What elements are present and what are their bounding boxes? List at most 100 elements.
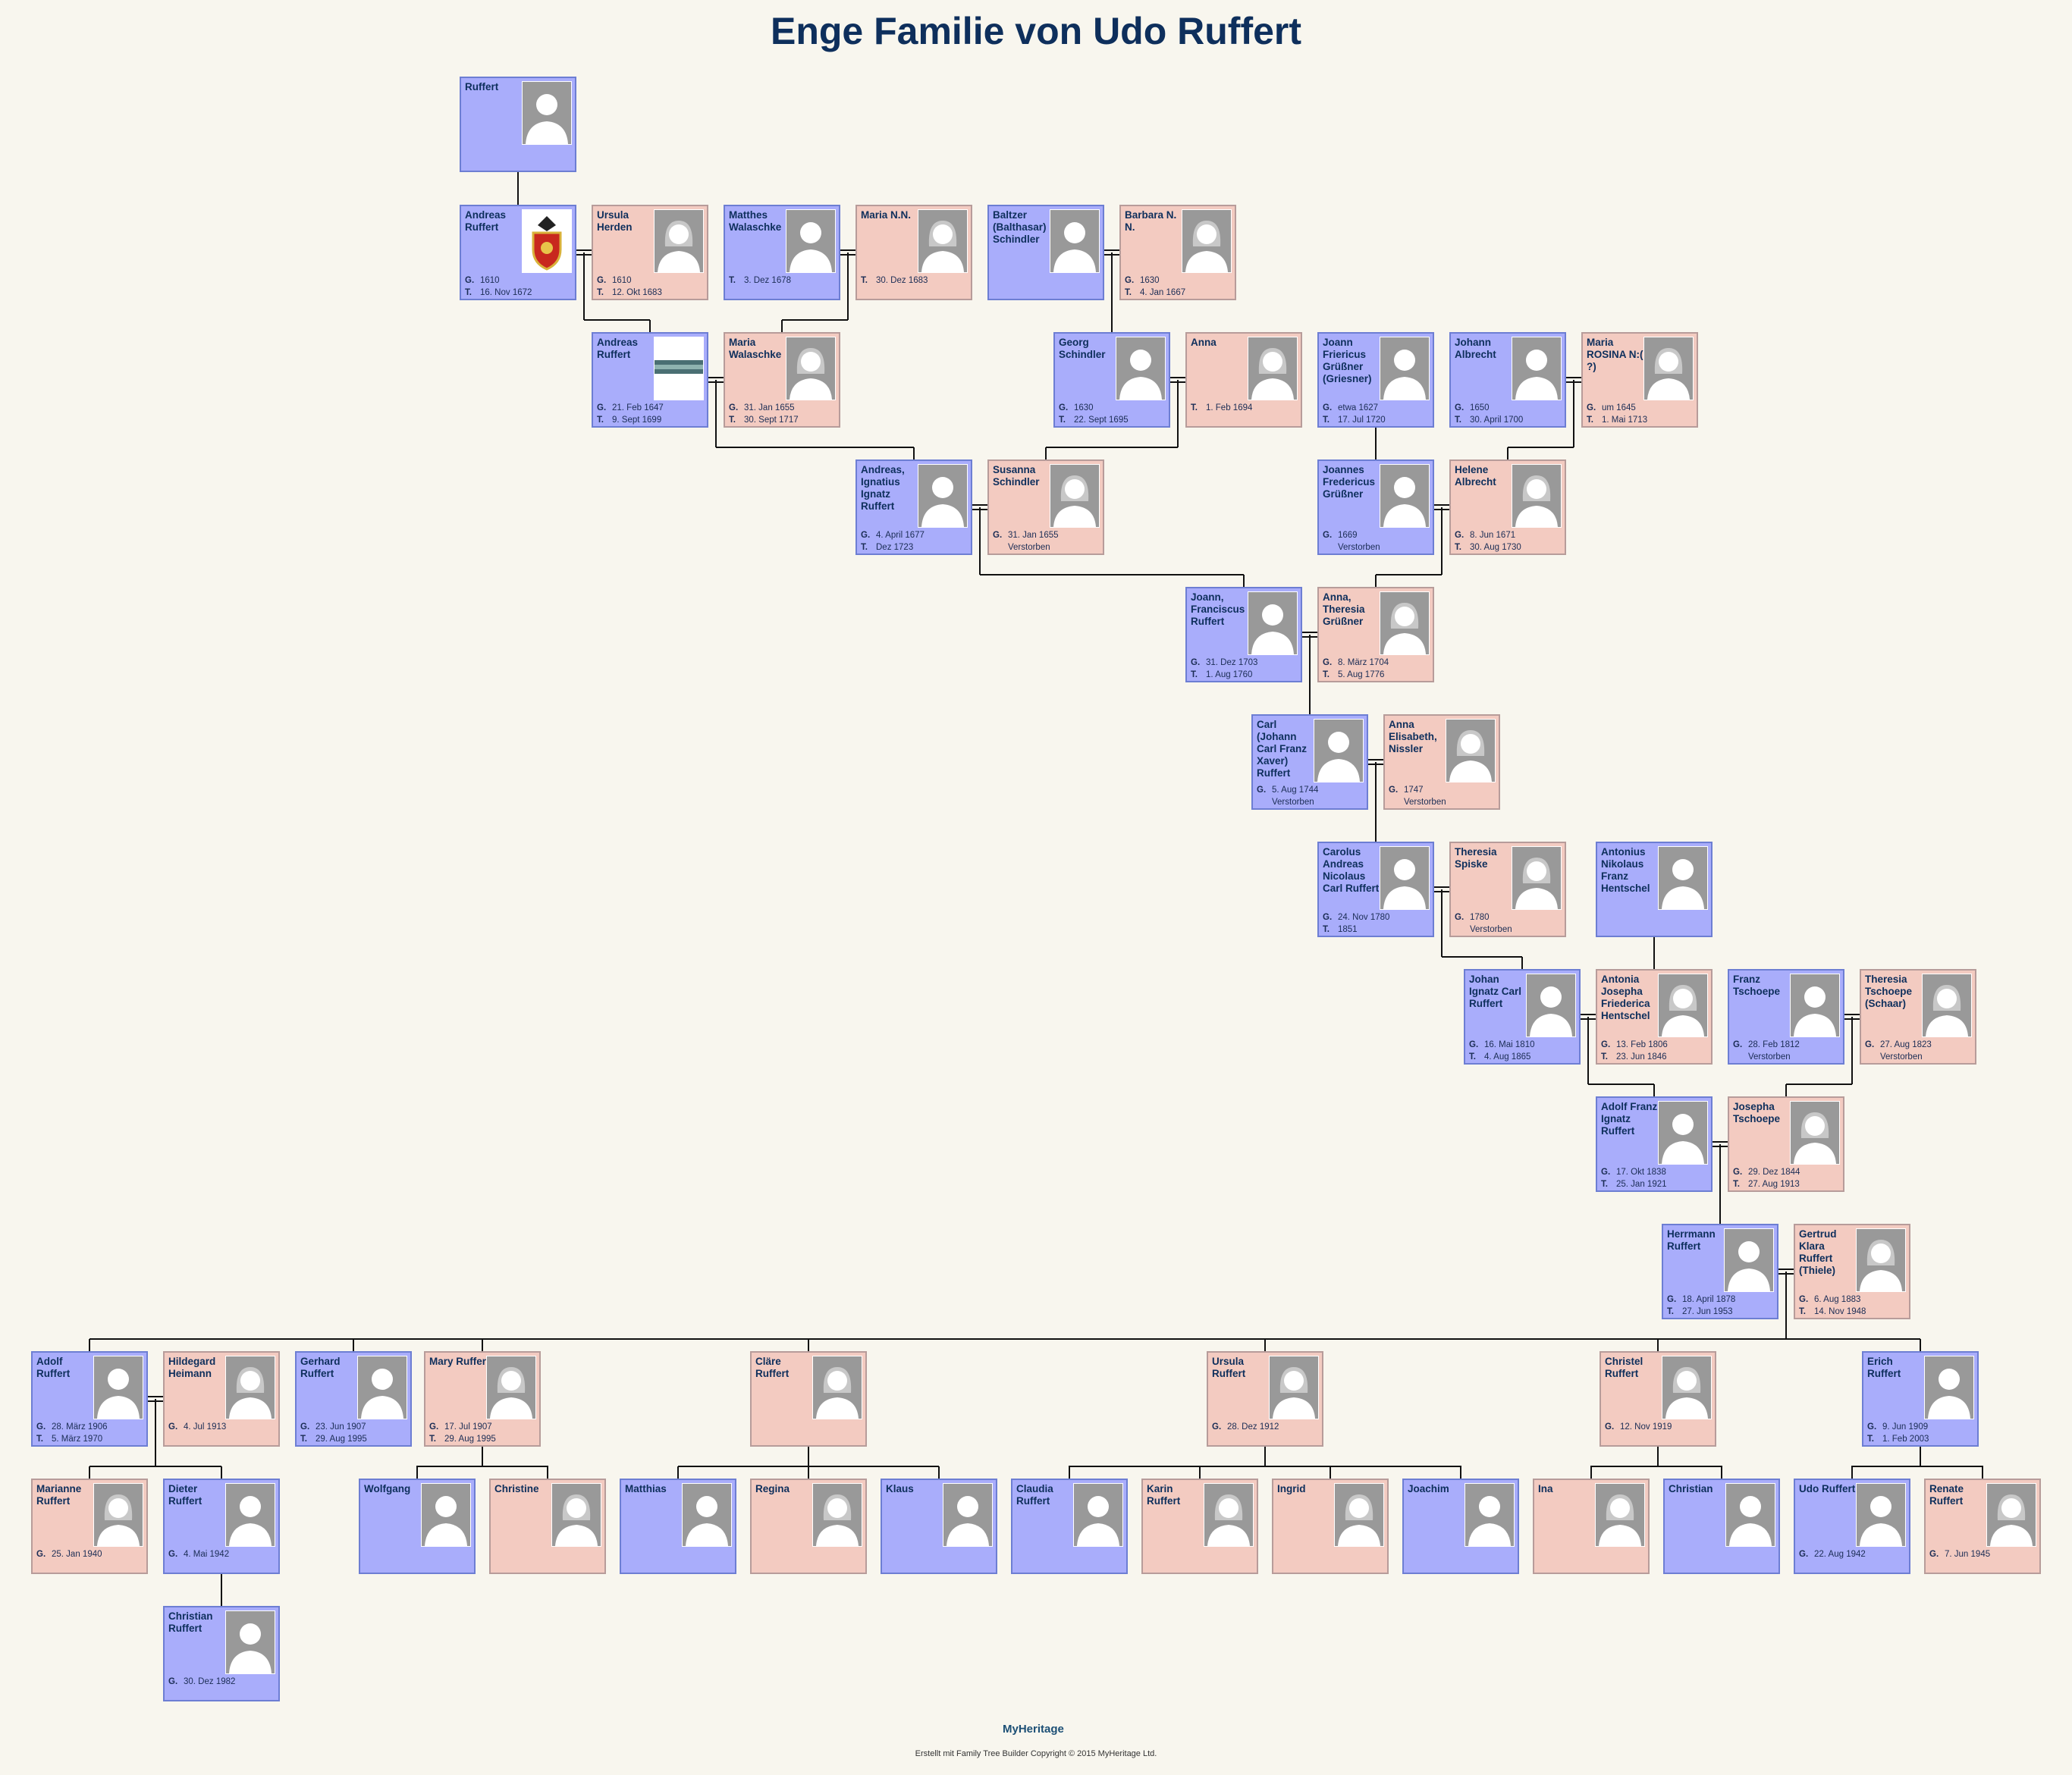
person-card[interactable]: Adolf Ruffert G. 28. März 1906 T. 5. März 19… bbox=[31, 1351, 148, 1447]
event-label: T. bbox=[729, 416, 736, 425]
person-card[interactable]: Franz Tschoepe G. 28. Feb 1812 Verstorben bbox=[1728, 969, 1844, 1065]
person-card[interactable]: Antonia Josepha Friederica Hentschel G. 13… bbox=[1596, 969, 1713, 1065]
person-card[interactable]: Ina bbox=[1533, 1479, 1650, 1574]
person-event: G. 28. Dez 1912 bbox=[1212, 1422, 1318, 1432]
person-card[interactable]: Ursula Herden G. 1610 T. 12. Okt 1683 bbox=[592, 205, 708, 300]
event-label: G. bbox=[597, 276, 607, 285]
person-card[interactable]: Marianne Ruffert G. 25. Jan 1940 bbox=[31, 1479, 148, 1574]
person-card[interactable]: Joann Friericus Grüßner (Griesner) G. etwa… bbox=[1317, 332, 1434, 428]
event-value: 1780 bbox=[1470, 913, 1490, 922]
person-card[interactable]: Herrmann Ruffert G. 18. April 1878 T. 27. Ju… bbox=[1662, 1224, 1778, 1319]
person-card[interactable]: Maria N.N. T. 30. Dez 1683 bbox=[855, 205, 972, 300]
connector-line bbox=[1069, 1447, 1266, 1479]
person-card[interactable]: Matthias bbox=[620, 1479, 736, 1574]
person-event: Verstorben bbox=[993, 543, 1099, 552]
person-card[interactable]: Ursula Ruffert G. 28. Dez 1912 bbox=[1207, 1351, 1323, 1447]
event-value: 1747 bbox=[1404, 786, 1424, 795]
avatar-silhouette-icon bbox=[225, 1356, 275, 1419]
person-card[interactable]: Joannes Fredericus Grüßner G. 1669 Verstorb… bbox=[1317, 459, 1434, 555]
person-card[interactable]: Claudia Ruffert bbox=[1011, 1479, 1128, 1574]
person-card[interactable]: Mary Ruffert G. 17. Jul 1907 T. 29. Aug 1995 bbox=[424, 1351, 541, 1447]
person-card[interactable]: Joann, Franciscus Ruffert G. 31. Dez 1703 T… bbox=[1185, 587, 1302, 682]
event-label: G. bbox=[429, 1422, 439, 1432]
person-card[interactable]: Johann Albrecht G. 1650 T. 30. April 1700 bbox=[1449, 332, 1566, 428]
person-card[interactable]: Hildegard Heimann G. 4. Jul 1913 bbox=[163, 1351, 280, 1447]
avatar-silhouette-icon bbox=[1446, 719, 1496, 782]
person-card[interactable]: Wolfgang bbox=[359, 1479, 476, 1574]
person-card[interactable]: Anna Elisabeth, Nissler G. 1747 Verstorben bbox=[1383, 714, 1500, 810]
person-card[interactable]: Theresia Spiske G. 1780 Verstorben bbox=[1449, 842, 1566, 937]
person-card[interactable]: Antonius Nikolaus Franz Hentschel bbox=[1596, 842, 1713, 937]
person-card[interactable]: Maria ROSINA N:( ?) G. um 1645 T. 1. Mai 171… bbox=[1581, 332, 1698, 428]
person-card[interactable]: Christel Ruffert G. 12. Nov 1919 bbox=[1600, 1351, 1716, 1447]
person-name: Baltzer (Balthasar) Schindler bbox=[993, 209, 1047, 245]
person-card[interactable]: Barbara N. N. G. 1630 T. 4. Jan 1667 bbox=[1119, 205, 1236, 300]
person-card[interactable]: Anna, Theresia Grüßner G. 8. März 1704 T. 5.… bbox=[1317, 587, 1434, 682]
avatar-silhouette-icon bbox=[1856, 1483, 1906, 1547]
person-event: T. 17. Jul 1720 bbox=[1323, 416, 1429, 425]
event-value: 22. Sept 1695 bbox=[1074, 416, 1129, 425]
person-card[interactable]: Ruffert bbox=[460, 77, 576, 172]
person-card[interactable]: Andreas Ruffert G. 21. Feb 1647 T. 9. Sept 1… bbox=[592, 332, 708, 428]
person-name: Joann Friericus Grüßner (Griesner) bbox=[1323, 337, 1372, 384]
event-value: 9. Jun 1909 bbox=[1882, 1422, 1929, 1432]
person-card[interactable]: Johan Ignatz Carl Ruffert G. 16. Mai 1810 T… bbox=[1464, 969, 1581, 1065]
person-card[interactable]: Maria Walaschke G. 31. Jan 1655 T. 30. Sept … bbox=[724, 332, 840, 428]
person-card[interactable]: Matthes Walaschke T. 3. Dez 1678 bbox=[724, 205, 840, 300]
person-card[interactable]: Andreas Ruffert G. 1610 T. 16. Nov 1672 bbox=[460, 205, 576, 300]
person-card[interactable]: Karin Ruffert bbox=[1141, 1479, 1258, 1574]
event-value: 1650 bbox=[1470, 403, 1490, 412]
avatar-silhouette-icon bbox=[943, 1483, 993, 1547]
event-value: Verstorben bbox=[1404, 798, 1446, 807]
person-event: G. 13. Feb 1806 bbox=[1601, 1040, 1707, 1049]
person-card[interactable]: Erich Ruffert G. 9. Jun 1909 T. 1. Feb 2003 bbox=[1862, 1351, 1979, 1447]
person-card[interactable]: Cläre Ruffert bbox=[750, 1351, 867, 1447]
person-card[interactable]: Ingrid bbox=[1272, 1479, 1389, 1574]
person-card[interactable]: Renate Ruffert G. 7. Jun 1945 bbox=[1924, 1479, 2041, 1574]
event-label: T. bbox=[1191, 403, 1198, 412]
person-event: G. 5. Aug 1744 bbox=[1257, 786, 1363, 795]
event-label: G. bbox=[1601, 1040, 1611, 1049]
person-card[interactable]: Klaus bbox=[881, 1479, 997, 1574]
event-value: Verstorben bbox=[1338, 543, 1380, 552]
person-name: Marianne Ruffert bbox=[36, 1483, 82, 1507]
person-card[interactable]: Adolf Franz Ignatz Ruffert G. 17. Okt 1838… bbox=[1596, 1096, 1713, 1192]
person-card[interactable]: Gerhard Ruffert G. 23. Jun 1907 T. 29. Aug 1… bbox=[295, 1351, 412, 1447]
event-label: T. bbox=[1323, 416, 1330, 425]
person-card[interactable]: Dieter Ruffert G. 4. Mai 1942 bbox=[163, 1479, 280, 1574]
person-card[interactable]: Joachim bbox=[1402, 1479, 1519, 1574]
person-card[interactable]: Carolus Andreas Nicolaus Carl Ruffert G. 2… bbox=[1317, 842, 1434, 937]
connector-line bbox=[1590, 1447, 1659, 1479]
person-card[interactable]: Carl (Johann Carl Franz Xaver) Ruffert G.… bbox=[1251, 714, 1368, 810]
avatar-silhouette-icon bbox=[786, 337, 836, 400]
event-label: T. bbox=[1455, 543, 1461, 552]
person-card[interactable]: Christian Ruffert G. 30. Dez 1982 bbox=[163, 1606, 280, 1701]
person-event: T. 5. März 1970 bbox=[36, 1435, 143, 1444]
person-card[interactable]: Regina bbox=[750, 1479, 867, 1574]
person-card[interactable]: Helene Albrecht G. 8. Jun 1671 T. 30. Aug 17… bbox=[1449, 459, 1566, 555]
person-card[interactable]: Christian bbox=[1663, 1479, 1780, 1574]
person-card[interactable]: Christine bbox=[489, 1479, 606, 1574]
connector-line bbox=[1264, 1447, 1461, 1479]
event-value: 1. Feb 1694 bbox=[1206, 403, 1253, 412]
person-card[interactable]: Udo Ruffert G. 22. Aug 1942 bbox=[1794, 1479, 1910, 1574]
event-label: T. bbox=[1733, 1180, 1740, 1189]
person-event: G. 1630 bbox=[1125, 276, 1231, 285]
person-card[interactable]: Anna T. 1. Feb 1694 bbox=[1185, 332, 1302, 428]
person-card[interactable]: Georg Schindler G. 1630 T. 22. Sept 1695 bbox=[1053, 332, 1170, 428]
avatar-silhouette-icon bbox=[1725, 1483, 1775, 1547]
person-name: Claudia Ruffert bbox=[1016, 1483, 1053, 1507]
person-event: T. 29. Aug 1995 bbox=[300, 1435, 407, 1444]
person-card[interactable]: Theresia Tschoepe (Schaar) G. 27. Aug 1823… bbox=[1860, 969, 1976, 1065]
avatar-silhouette-icon bbox=[1050, 209, 1100, 273]
event-value: Verstorben bbox=[1748, 1052, 1791, 1062]
person-card[interactable]: Josepha Tschoepe G. 29. Dez 1844 T. 27. Aug … bbox=[1728, 1096, 1844, 1192]
person-card[interactable]: Andreas, Ignatius Ignatz Ruffert G. 4. Apr… bbox=[855, 459, 972, 555]
person-card[interactable]: Susanna Schindler G. 31. Jan 1655 Verstorbe… bbox=[987, 459, 1104, 555]
connector-line bbox=[1920, 1447, 1983, 1479]
person-card[interactable]: Baltzer (Balthasar) Schindler bbox=[987, 205, 1104, 300]
event-value: Verstorben bbox=[1880, 1052, 1923, 1062]
person-event: T. 23. Jun 1846 bbox=[1601, 1052, 1707, 1062]
person-card[interactable]: Gertrud Klara Ruffert (Thiele) G. 6. Aug 1… bbox=[1794, 1224, 1910, 1319]
